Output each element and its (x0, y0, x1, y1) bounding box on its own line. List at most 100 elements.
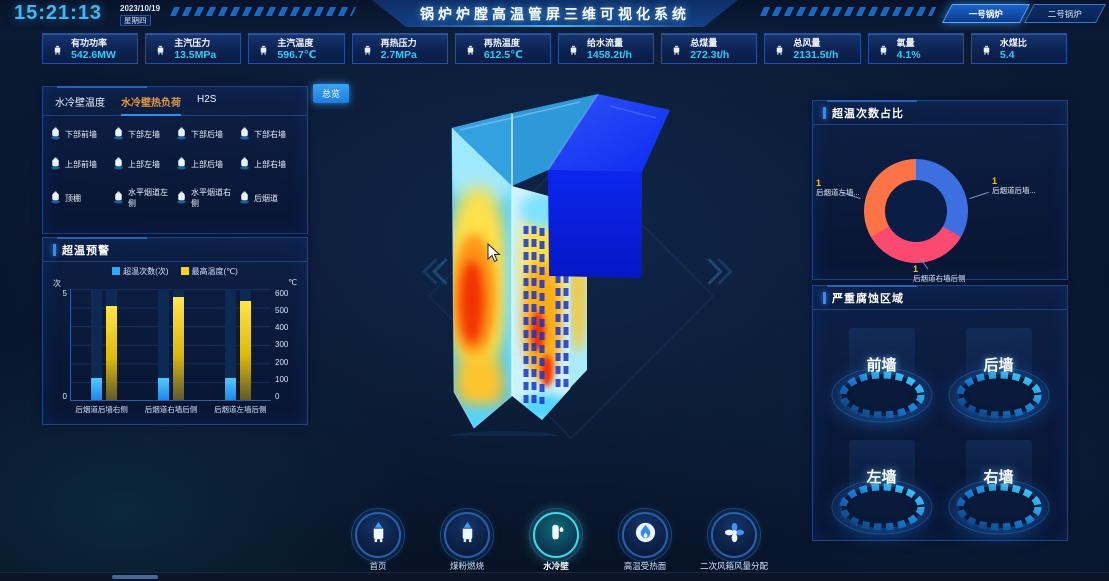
boiler-icon (155, 42, 166, 60)
bar-fill (239, 301, 251, 400)
bar-track (172, 289, 184, 400)
title-plate: 锅炉炉膛高温管屏三维可视化系统 (372, 0, 738, 27)
wall-region-button[interactable]: 下部左墙 (112, 127, 175, 142)
panel-title: 超温次数占比 (832, 107, 904, 120)
chart-legend: 超温次数(次) 最高温度(℃) (51, 264, 299, 278)
wall-region-button[interactable]: 顶棚 (49, 187, 112, 209)
nav-circle (529, 508, 583, 562)
overview-button[interactable]: 总览 (313, 84, 350, 103)
x-axis-label: 后烟道右墙后侧 (144, 405, 198, 414)
legend-item: 超温次数(次) (112, 266, 169, 277)
bar-track (91, 289, 103, 400)
tab-1[interactable]: 水冷壁温度 (55, 98, 105, 109)
boiler-3d-model[interactable] (420, 86, 740, 446)
wall-region-button[interactable]: 后烟道 (238, 187, 301, 209)
boiler-region-icon (112, 191, 125, 206)
accent-bar (823, 106, 826, 119)
boiler-icon (774, 42, 785, 60)
boiler-region-icon (175, 191, 188, 206)
overtemp-ratio-panel: 超温次数占比 1 后烟道后墙... 1 后烟道右墙后侧 1 后烟道左墙... (812, 100, 1068, 283)
nav-item-home[interactable]: 首页 (336, 508, 420, 572)
region-label: 上部前墙 (65, 160, 97, 169)
nav-item-high-temp-surface[interactable]: 高温受热面 (603, 508, 687, 572)
wall-tabs: 水冷壁温度 水冷壁热负荷 H2S (43, 87, 307, 116)
kpi-value: 1458.2t/h (587, 49, 632, 61)
home-boiler-icon (367, 521, 390, 549)
nav-item-secondary-air-distribution[interactable]: 二次风箱风量分配 (692, 508, 776, 572)
wall-region-button[interactable]: 上部右墙 (238, 157, 301, 172)
bar-fill (224, 377, 236, 400)
kpi-label: 再热压力 (380, 38, 417, 48)
donut-label-text: 后烟道后墙... (992, 186, 1036, 195)
kpi-label: 主汽压力 (174, 38, 211, 48)
corrosion-zone: 前墙 (823, 328, 940, 432)
boiler-icon (362, 42, 373, 60)
scrollbar-thumb[interactable] (112, 575, 158, 579)
donut-value: 1 (816, 178, 822, 188)
nav-item-coal-combustion[interactable]: 煤粉燃烧 (425, 508, 509, 572)
tab-3[interactable]: H2S (197, 94, 217, 105)
wall-region-button[interactable]: 下部前墙 (49, 127, 112, 142)
hazard-stripes-right (759, 7, 937, 16)
kpi-label: 水煤比 (999, 38, 1027, 48)
region-label: 上部右墙 (254, 160, 286, 169)
wall-region-button[interactable]: 上部后墙 (175, 157, 238, 172)
kpi-card: 总煤量 272.3t/h (661, 33, 758, 64)
kpi-value: 2.7MPa (380, 49, 417, 61)
right-axis-tick: 600 (275, 289, 289, 298)
high-temp-surface-icon (634, 521, 657, 549)
boiler-icon (981, 42, 992, 60)
boiler-region-icon (112, 157, 125, 172)
region-label: 下部后墙 (191, 130, 223, 139)
boiler-icon (878, 42, 889, 60)
wall-region-button[interactable]: 上部左墙 (112, 157, 175, 172)
panel-header: 超温预警 (43, 238, 307, 262)
right-axis-tick: 400 (275, 323, 289, 333)
clock-date: 2023/10/19 (120, 4, 161, 13)
legend-swatch (112, 267, 121, 275)
wall-region-button[interactable]: 水平烟道右侧 (175, 187, 238, 209)
wall-region-button[interactable]: 水平烟道左侧 (112, 187, 175, 209)
right-axis-unit: ℃ (288, 278, 297, 287)
mouse-cursor (487, 242, 501, 268)
donut-ring (864, 159, 968, 263)
page-title: 锅炉炉膛高温管屏三维可视化系统 (420, 5, 690, 22)
nav-label: 二次风箱风量分配 (699, 561, 768, 571)
right-axis-tick: 100 (275, 374, 289, 384)
region-label: 后烟道 (254, 193, 278, 203)
left-axis-unit: 次 (53, 279, 61, 288)
boiler-icon (52, 42, 63, 60)
bar-fill (106, 305, 118, 400)
kpi-value: 612.5℃ (483, 49, 523, 61)
legend-label: 超温次数(次) (123, 266, 169, 276)
nav-circle (707, 508, 761, 562)
wall-region-button[interactable]: 下部后墙 (175, 127, 238, 142)
kpi-card: 有功功率 542.6MW (42, 33, 139, 64)
kpi-card: 水煤比 5.4 (970, 33, 1068, 64)
region-label: 下部前墙 (65, 130, 97, 139)
wall-region-button[interactable]: 上部前墙 (49, 157, 112, 172)
corrosion-zone-grid: 前墙 后墙 左墙 右墙 (813, 310, 1067, 544)
kpi-label: 总风量 (793, 38, 821, 48)
bar-plot (70, 289, 271, 401)
boiler-select-button[interactable]: 二号锅炉 (1023, 4, 1107, 23)
boiler-select-button[interactable]: 一号锅炉 (941, 4, 1031, 23)
kpi-value: 13.5MPa (174, 49, 217, 61)
boiler-button-label: 二号锅炉 (1047, 8, 1082, 19)
donut-label: 1 后烟道左墙... (816, 178, 860, 198)
kpi-card: 总风量 2131.5t/h (764, 33, 861, 64)
bar-fill (172, 297, 184, 400)
kpi-card: 再热压力 2.7MPa (351, 33, 448, 64)
kpi-row: 有功功率 542.6MW 主汽压力 13.5MPa 主汽温度 596.7℃ 再热压力 2.7M… (42, 33, 1068, 64)
nav-item-water-wall[interactable]: 水冷壁 (514, 508, 598, 572)
wall-region-button[interactable]: 下部右墙 (238, 127, 301, 142)
left-axis-min: 0 (62, 392, 67, 401)
panel-header: 超温次数占比 (813, 101, 1067, 125)
kpi-card: 主汽压力 13.5MPa (145, 33, 242, 64)
fan-icon (723, 521, 746, 549)
kpi-value: 5.4 (999, 49, 1015, 61)
bar-group (157, 289, 184, 400)
tab-2[interactable]: 水冷壁热负荷 (121, 94, 181, 116)
